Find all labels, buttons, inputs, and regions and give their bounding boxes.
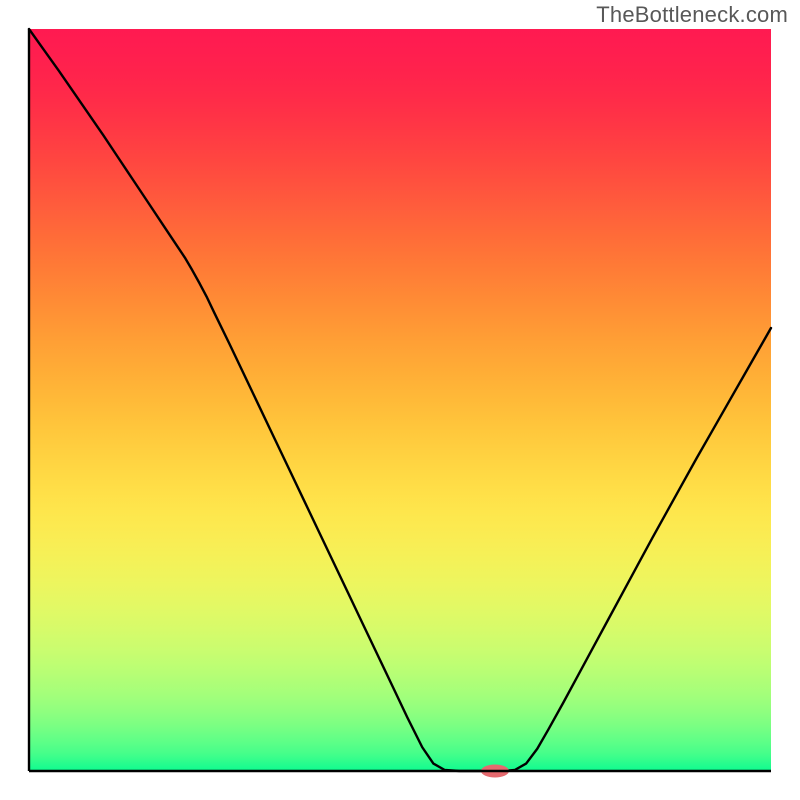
bottleneck-chart bbox=[0, 0, 800, 800]
watermark-text: TheBottleneck.com bbox=[596, 2, 788, 28]
gradient-background bbox=[29, 29, 771, 771]
